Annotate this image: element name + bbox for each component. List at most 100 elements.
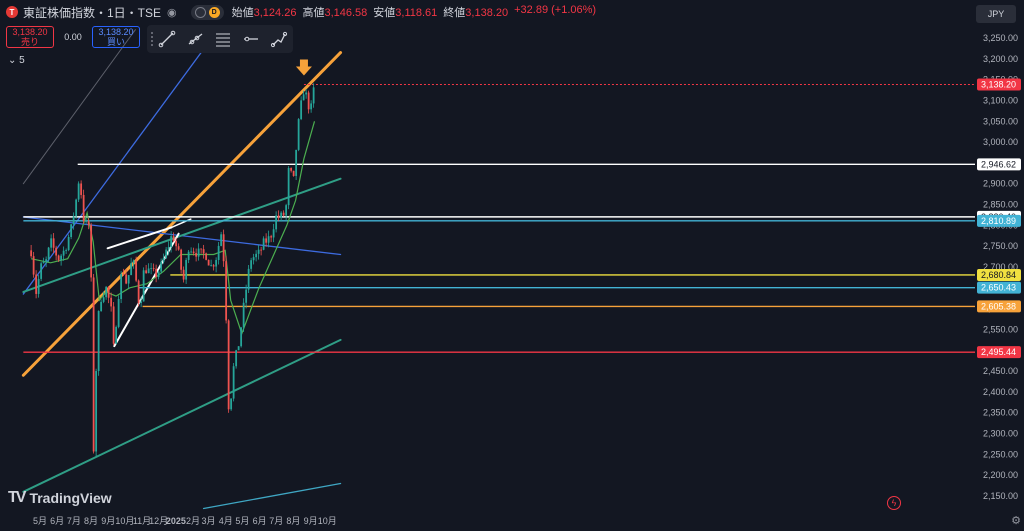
- trendline-7[interactable]: [106, 226, 173, 250]
- buy-label: 買い: [106, 37, 125, 47]
- trendline-8[interactable]: [113, 232, 180, 348]
- price-level-tag: 2,680.84: [977, 268, 1021, 281]
- candle: [292, 170, 295, 177]
- candle: [297, 118, 300, 152]
- x-tick-label: 9月: [304, 516, 318, 526]
- fib-icon[interactable]: [214, 30, 232, 48]
- price-tag-text: 2,650.43: [981, 283, 1016, 293]
- candle: [230, 398, 233, 411]
- drawing-toolbar: [147, 25, 293, 53]
- eye-icon[interactable]: ◉: [167, 6, 177, 19]
- candle: [140, 296, 143, 308]
- candle: [270, 234, 273, 243]
- x-tick-label: 2025: [166, 516, 186, 526]
- y-tick-label: 2,550.00: [983, 324, 1018, 334]
- chart-header: T 東証株価指数・1日・TSE ◉ D 始値3,124.26 高値3,146.5…: [0, 0, 596, 24]
- price-tag-text: 2,946.62: [981, 159, 1016, 169]
- y-tick-label: 3,100.00: [983, 95, 1018, 105]
- candle: [112, 301, 115, 346]
- logo-icon: T: [6, 6, 18, 18]
- candle: [107, 286, 110, 304]
- spread-value: 0.00: [64, 32, 82, 42]
- sell-button[interactable]: 3,138.20 売り: [6, 26, 54, 48]
- candle: [282, 210, 285, 217]
- price-tag-text: 3,138.20: [981, 80, 1016, 90]
- lightning-icon[interactable]: ϟ: [887, 496, 901, 510]
- candle: [120, 271, 123, 304]
- ohlc-label: 高値: [302, 7, 325, 19]
- candle: [262, 236, 265, 251]
- candle: [170, 231, 173, 253]
- candle: [197, 243, 200, 261]
- price-level-tag: 2,605.38: [977, 300, 1021, 313]
- interval-badge: D: [208, 6, 220, 18]
- y-tick-label: 2,700.00: [983, 262, 1018, 272]
- currency-button[interactable]: JPY: [976, 5, 1016, 23]
- interval-pill[interactable]: D: [190, 4, 224, 20]
- candle: [130, 257, 133, 276]
- candle: [155, 264, 158, 283]
- x-tick-label: 10月: [318, 516, 337, 526]
- trendline-0[interactable]: [21, 51, 343, 377]
- y-tick-label: 2,250.00: [983, 449, 1018, 459]
- indicator-toggle[interactable]: ⌄ 5: [8, 55, 25, 66]
- settings-icon[interactable]: ⚙: [1011, 514, 1021, 527]
- drag-handle[interactable]: [150, 31, 154, 47]
- candle: [240, 326, 243, 348]
- sell-label: 売り: [20, 37, 39, 47]
- symbol-title[interactable]: 東証株価指数・1日・TSE: [23, 5, 162, 20]
- candle: [202, 244, 205, 259]
- candle: [192, 247, 195, 256]
- candle: [290, 167, 293, 173]
- moving-average-layer: [30, 121, 316, 336]
- candle: [180, 248, 183, 274]
- price-tag-text: 2,605.38: [981, 301, 1016, 311]
- trendline-3[interactable]: [22, 177, 342, 293]
- candle: [32, 251, 35, 278]
- trendline-icon[interactable]: [158, 30, 176, 48]
- candle: [50, 234, 53, 252]
- candle: [42, 257, 45, 264]
- candle: [95, 368, 98, 457]
- tradingview-logo[interactable]: TV TradingView: [8, 489, 112, 507]
- candle: [242, 298, 245, 332]
- trendline-6[interactable]: [22, 29, 136, 185]
- ohlc-value: 3,146.58: [324, 7, 368, 19]
- ray-icon[interactable]: [186, 30, 204, 48]
- candle: [215, 257, 218, 273]
- candle: [115, 325, 118, 345]
- candle: [177, 243, 180, 251]
- candle: [225, 255, 228, 324]
- candle: [227, 319, 230, 413]
- trade-panel: 3,138.20 売り 0.00 3,138.20 買い: [6, 26, 140, 48]
- candle: [45, 256, 48, 268]
- candle: [275, 211, 278, 233]
- candle: [285, 203, 288, 221]
- candle: [75, 198, 78, 219]
- candle: [30, 244, 33, 258]
- ohlc-label: 始値: [231, 7, 254, 19]
- candle: [110, 292, 113, 312]
- trendline-4[interactable]: [22, 338, 342, 493]
- annotation-arrow[interactable]: [295, 59, 312, 76]
- candle: [280, 211, 283, 222]
- candle: [40, 261, 43, 282]
- ohlc-readout: 始値3,124.26 高値3,146.58 安値3,118.61 終値3,138…: [232, 4, 596, 20]
- horizontal-line-icon[interactable]: [242, 30, 260, 48]
- candle: [132, 259, 135, 269]
- candle: [305, 89, 308, 99]
- y-tick-label: 2,850.00: [983, 200, 1018, 210]
- path-icon[interactable]: [270, 30, 288, 48]
- price-level-tag: 2,946.62: [977, 158, 1021, 171]
- ohlc-value: 3,118.61: [395, 7, 438, 19]
- brand-name: TradingView: [29, 490, 112, 506]
- candle: [247, 264, 250, 293]
- candle: [135, 256, 138, 283]
- trendline-5[interactable]: [202, 482, 342, 510]
- candle: [245, 284, 248, 309]
- x-tick-label: 5月: [235, 516, 249, 526]
- y-tick-label: 2,200.00: [983, 470, 1018, 480]
- buy-button[interactable]: 3,138.20 買い: [92, 26, 140, 48]
- candle: [220, 231, 223, 247]
